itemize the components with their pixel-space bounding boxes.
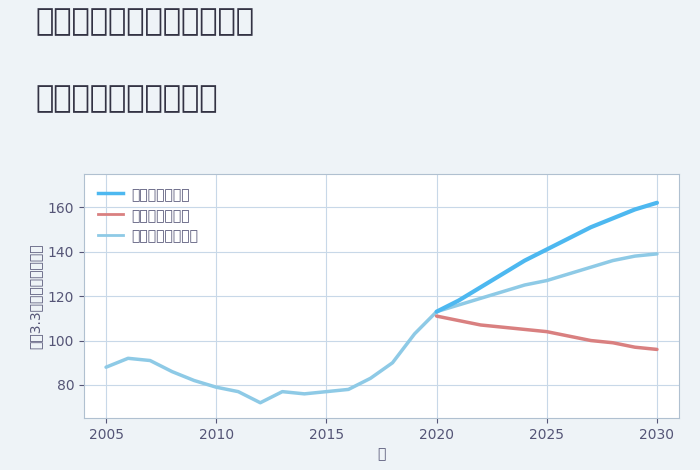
Legend: グッドシナリオ, バッドシナリオ, ノーマルシナリオ: グッドシナリオ, バッドシナリオ, ノーマルシナリオ [91, 181, 205, 251]
Y-axis label: 坪（3.3㎡）単価（万円）: 坪（3.3㎡）単価（万円） [28, 243, 42, 349]
X-axis label: 年: 年 [377, 447, 386, 462]
Text: 中古戸建ての価格推移: 中古戸建ての価格推移 [35, 85, 218, 114]
Text: 奈良県奈良市学園大和町の: 奈良県奈良市学園大和町の [35, 7, 254, 36]
